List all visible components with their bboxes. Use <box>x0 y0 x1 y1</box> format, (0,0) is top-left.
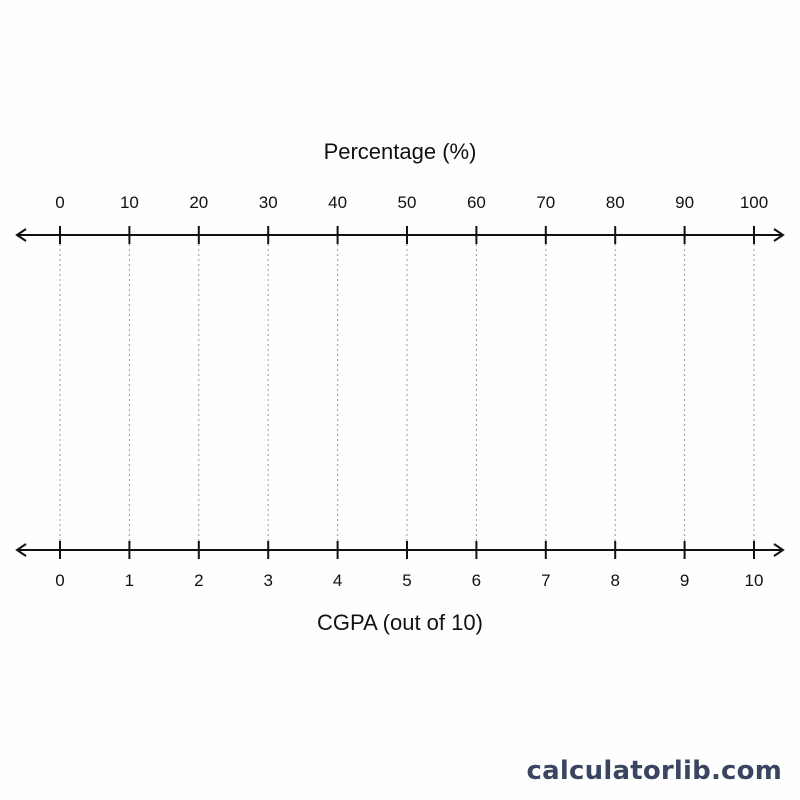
top-tick-labels: 0 10 20 30 40 50 60 70 80 90 100 <box>55 193 768 212</box>
top-ticks <box>59 226 755 244</box>
top_scale-tick-label: 10 <box>120 193 139 212</box>
bottom_scale-tick-label: 1 <box>125 571 134 590</box>
top_scale-tick-label: 60 <box>467 193 486 212</box>
bottom-axis-right-arrow <box>773 543 785 557</box>
bottom_scale-tick-label: 2 <box>194 571 203 590</box>
bottom_scale-tick-label: 3 <box>263 571 272 590</box>
bottom_scale-tick-label: 8 <box>610 571 619 590</box>
top-axis-right-arrow <box>773 228 785 242</box>
bottom_scale-tick-label: 6 <box>472 571 481 590</box>
bottom-tick-labels: 0 1 2 3 4 5 6 7 8 9 10 <box>55 571 763 590</box>
bottom_scale-tick-label: 7 <box>541 571 550 590</box>
bottom-scale-title: CGPA (out of 10) <box>317 610 483 635</box>
top_scale-tick-label: 50 <box>398 193 417 212</box>
top_scale-tick-label: 40 <box>328 193 347 212</box>
bottom_scale-tick-label: 4 <box>333 571 342 590</box>
top_scale-tick-label: 0 <box>55 193 64 212</box>
bottom-axis-left-arrow <box>15 543 27 557</box>
bottom_scale-tick-label: 10 <box>745 571 764 590</box>
bottom_scale-tick-label: 5 <box>402 571 411 590</box>
watermark-logo: calculatorlib.com <box>526 756 782 786</box>
bottom_scale-tick-label: 9 <box>680 571 689 590</box>
top-scale-title: Percentage (%) <box>324 139 477 164</box>
guide-lines <box>59 244 755 541</box>
bottom_scale-tick-label: 0 <box>55 571 64 590</box>
top-axis-left-arrow <box>15 228 27 242</box>
bottom-ticks <box>59 541 755 559</box>
top_scale-tick-label: 30 <box>259 193 278 212</box>
top_scale-tick-label: 80 <box>606 193 625 212</box>
top_scale-tick-label: 70 <box>536 193 555 212</box>
top_scale-tick-label: 90 <box>675 193 694 212</box>
top_scale-tick-label: 100 <box>740 193 768 212</box>
top_scale-tick-label: 20 <box>189 193 208 212</box>
